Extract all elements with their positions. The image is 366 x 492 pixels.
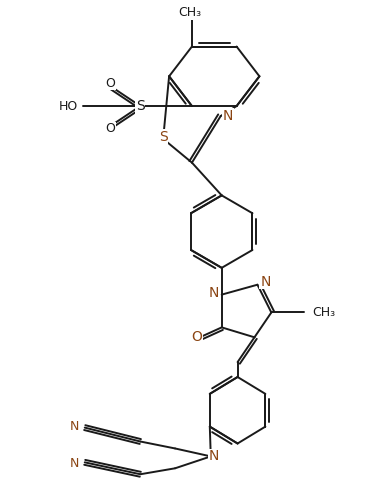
Text: CH₃: CH₃ <box>312 306 335 319</box>
Text: N: N <box>260 275 270 289</box>
Text: N: N <box>70 457 79 470</box>
Text: S: S <box>159 130 168 144</box>
Text: N: N <box>223 109 233 123</box>
Text: O: O <box>191 330 202 344</box>
Text: O: O <box>106 77 116 90</box>
Text: O: O <box>106 123 116 135</box>
Text: N: N <box>209 449 219 463</box>
Text: S: S <box>136 99 145 113</box>
Text: N: N <box>70 420 79 433</box>
Text: HO: HO <box>59 99 78 113</box>
Text: N: N <box>209 286 219 300</box>
Text: CH₃: CH₃ <box>178 6 202 19</box>
